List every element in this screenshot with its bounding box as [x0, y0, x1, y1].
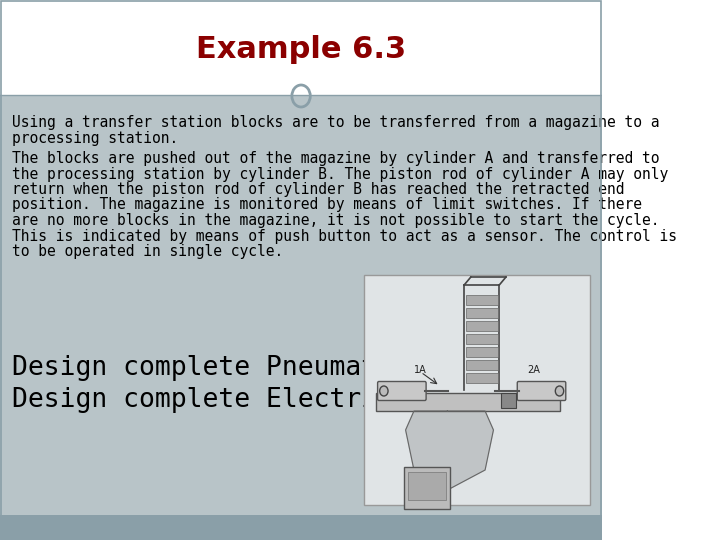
Bar [501, 393, 516, 408]
Bar [466, 373, 498, 383]
Bar [364, 275, 590, 505]
Text: position. The magazine is monitored by means of limit switches. If there: position. The magazine is monitored by m… [12, 198, 642, 213]
Bar [466, 308, 498, 318]
FancyBboxPatch shape [517, 381, 566, 401]
Bar [404, 467, 450, 509]
Bar [0, 95, 602, 515]
Bar [466, 334, 498, 344]
Text: This is indicated by means of push button to act as a sensor. The control is: This is indicated by means of push butto… [12, 228, 677, 244]
Text: 2A: 2A [527, 365, 540, 375]
FancyBboxPatch shape [377, 381, 426, 401]
Circle shape [555, 386, 564, 396]
Polygon shape [405, 411, 493, 490]
Text: Using a transfer station blocks are to be transferred from a magazine to a: Using a transfer station blocks are to b… [12, 115, 660, 130]
Text: The blocks are pushed out of the magazine by cylinder A and transferred to: The blocks are pushed out of the magazin… [12, 151, 660, 166]
Circle shape [379, 386, 388, 396]
Bar [466, 295, 498, 305]
Text: Example 6.3: Example 6.3 [196, 36, 406, 64]
Bar [466, 360, 498, 370]
Bar [408, 472, 446, 500]
Text: are no more blocks in the magazine, it is not possible to start the cycle.: are no more blocks in the magazine, it i… [12, 213, 660, 228]
Bar [0, 0, 602, 95]
Bar [0, 515, 602, 540]
Bar [377, 393, 560, 411]
Text: Design complete Pneumatic circuit.: Design complete Pneumatic circuit. [12, 355, 552, 381]
Text: to be operated in single cycle.: to be operated in single cycle. [12, 244, 283, 259]
Text: the processing station by cylinder B. The piston rod of cylinder A may only: the processing station by cylinder B. Th… [12, 166, 668, 181]
Text: 1A: 1A [414, 365, 427, 375]
Bar [466, 347, 498, 357]
Text: return when the piston rod of cylinder B has reached the retracted end: return when the piston rod of cylinder B… [12, 182, 624, 197]
Text: processing station.: processing station. [12, 131, 178, 145]
Bar [466, 321, 498, 331]
Text: Design complete Electrical circuit.: Design complete Electrical circuit. [12, 387, 567, 413]
